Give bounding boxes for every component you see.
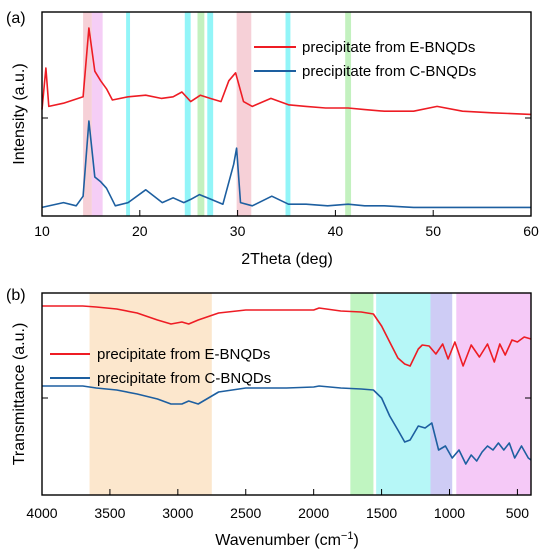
x-tick-label: 3500 [94, 505, 125, 521]
x-tick-label: 50 [425, 223, 441, 239]
x-tick-label: 60 [523, 223, 539, 239]
xrd-lines [41, 27, 532, 209]
x-tick-label: 40 [328, 223, 344, 239]
x-tick-label: 3000 [162, 505, 193, 521]
ftir-y-axis-title: Transmittance (a.u.) [11, 323, 28, 466]
highlight-band [285, 12, 291, 216]
legend-label-c: precipitate from C-BNQDs [97, 370, 271, 387]
highlight-band [91, 12, 103, 216]
x-tick-label: 1000 [434, 505, 465, 521]
ftir-bands [89, 293, 531, 495]
ftir-lines [42, 305, 532, 465]
ftir-panel: 4000 3500 3000 2500 2000 1500 1000 500 (b) Tran… [6, 287, 532, 549]
highlight-band [350, 293, 374, 495]
ftir-tick-labels: 4000 3500 3000 2500 2000 1500 1000 500 [26, 505, 529, 521]
ftir-plot-frame [41, 292, 532, 496]
series-line-c [41, 120, 531, 209]
highlight-band [83, 12, 92, 216]
highlight-band [430, 293, 453, 495]
legend-label-e: precipitate from E-BNQDs [302, 39, 475, 56]
xrd-ticks [41, 117, 532, 216]
highlight-band [184, 12, 191, 216]
xrd-panel-label: (a) [6, 10, 26, 27]
legend-label-c: precipitate from C-BNQDs [302, 63, 476, 80]
x-tick-label: 30 [230, 223, 246, 239]
xrd-bands [83, 12, 352, 216]
xrd-legend: precipitate from E-BNQDs precipitate fro… [254, 39, 476, 80]
x-tick-label: 2000 [298, 505, 329, 521]
x-tick-label: 500 [506, 505, 530, 521]
x-tick-label: 10 [34, 223, 50, 239]
x-tick-label: 4000 [26, 505, 57, 521]
highlight-band [89, 293, 212, 495]
series-line-e [41, 27, 532, 116]
ftir-ticks [41, 397, 531, 495]
highlight-band [197, 12, 205, 216]
ftir-legend: precipitate from E-BNQDs precipitate fro… [50, 346, 271, 387]
ftir-panel-label: (b) [6, 287, 26, 304]
x-tick-label: 20 [132, 223, 148, 239]
highlight-band [236, 12, 252, 216]
xrd-tick-labels: 10 20 30 40 50 60 [34, 223, 539, 239]
xrd-plot-frame [41, 11, 532, 217]
xrd-panel: 10 20 30 40 50 60 (a) Intensity (a.u.) 2Theta… [6, 10, 539, 268]
x-tick-label: 2500 [230, 505, 261, 521]
xrd-y-axis-title: Intensity (a.u.) [11, 63, 28, 164]
xrd-x-axis-title: 2Theta (deg) [241, 251, 333, 268]
x-tick-label: 1500 [366, 505, 397, 521]
highlight-band [126, 12, 131, 216]
highlight-band [345, 12, 352, 216]
highlight-band [456, 293, 531, 495]
ftir-x-axis-title: Wavenumber (cm−1) [215, 530, 359, 549]
series-line-e [42, 305, 532, 367]
legend-label-e: precipitate from E-BNQDs [97, 346, 270, 363]
highlight-band [207, 12, 214, 216]
highlight-band [376, 293, 431, 495]
series-line-c [42, 385, 532, 465]
